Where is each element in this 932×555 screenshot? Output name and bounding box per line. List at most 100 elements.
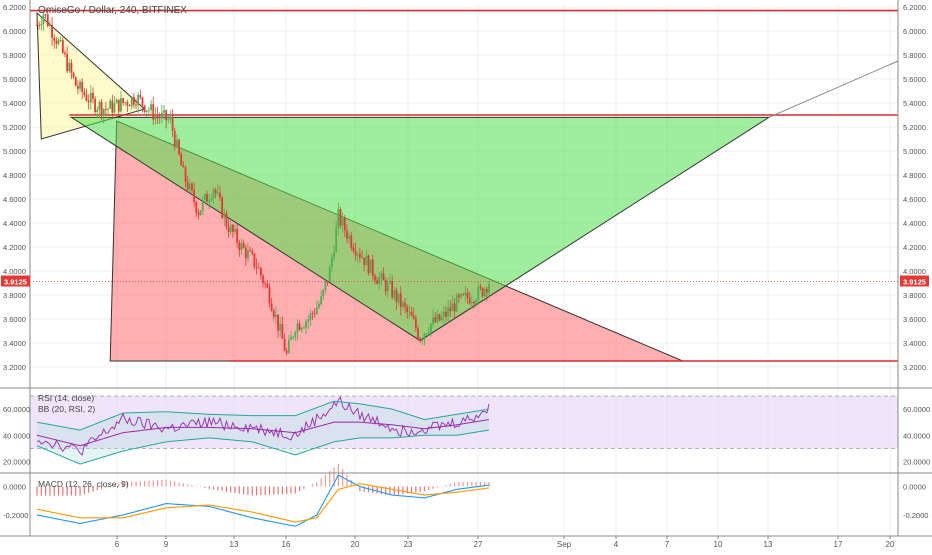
candle-body (445, 311, 447, 317)
candle-body (346, 230, 348, 239)
candle-body (287, 339, 290, 353)
y-tick-label: 4.8000 (903, 171, 926, 180)
candle-body (268, 287, 271, 304)
candle-body (219, 192, 221, 198)
x-tick-label: 27 (474, 540, 483, 549)
candle-body (374, 275, 376, 281)
candle-body (442, 311, 445, 317)
candle-body (188, 183, 191, 190)
y-tick-label: 4.6000 (903, 195, 926, 204)
x-tick-label: 4 (614, 540, 619, 549)
candle-body (270, 303, 273, 311)
macd-y-tick-label: 0.0000 (3, 483, 26, 492)
x-tick-label: 23 (404, 540, 413, 549)
candle-body (449, 307, 452, 312)
candle-body (259, 268, 262, 276)
y-tick-label: 5.2000 (903, 123, 926, 132)
rsi-y-tick-label: 60.0000 (3, 405, 30, 414)
x-tick-label: 13 (764, 540, 773, 549)
candle-body (111, 100, 114, 113)
candle-body (182, 165, 185, 168)
candle-body (406, 306, 409, 312)
candle-body (438, 314, 441, 321)
candle-body (272, 310, 275, 317)
candle-body (96, 109, 99, 112)
candle-body (425, 333, 428, 335)
candle-body (363, 257, 366, 266)
last-price-badge (900, 275, 929, 287)
y-tick-label: 5.4000 (3, 99, 26, 108)
candle-body (100, 102, 103, 116)
y-tick-label: 4.2000 (903, 243, 926, 252)
drawings-layer[interactable] (30, 9, 899, 362)
candle-body (148, 110, 150, 111)
candle-body (130, 96, 133, 107)
candle-body (46, 14, 49, 27)
candle-body (231, 224, 234, 232)
y-tick-label: 4.0000 (903, 267, 926, 276)
candle-body (417, 328, 419, 339)
candle-body (178, 139, 180, 155)
candle-body (107, 108, 109, 110)
candle-body (203, 193, 206, 201)
x-tick-label: 16 (282, 540, 291, 549)
candle-body (414, 318, 417, 329)
rsi-y-tick-label: 20.0000 (3, 457, 30, 466)
candle-body (98, 102, 101, 110)
candle-body (397, 293, 400, 303)
candle-body (333, 252, 335, 258)
candle-body (462, 293, 465, 295)
y-tick-label: 5.2000 (3, 123, 26, 132)
candle-body (225, 213, 228, 227)
y-tick-label: 5.6000 (903, 75, 926, 84)
candle-body (102, 108, 105, 116)
y-tick-label: 4.4000 (3, 219, 26, 228)
candle-body (382, 273, 385, 281)
candle-body (238, 242, 241, 250)
candle-body (320, 296, 323, 305)
rsi-series-line (36, 429, 490, 465)
candles-layer (30, 8, 898, 356)
candle-body (335, 227, 338, 253)
rsi-y-tick-label: 40.0000 (903, 431, 930, 440)
candle-body (74, 77, 77, 86)
candle-body (53, 37, 56, 41)
candle-body (223, 213, 226, 218)
y-tick-label: 3.2000 (903, 363, 926, 372)
x-tick-label: Sep (557, 540, 572, 549)
candle-body (255, 266, 258, 268)
candle-body (141, 97, 144, 106)
candle-body (453, 303, 456, 312)
x-tick-label: 10 (714, 540, 723, 549)
candle-body (40, 24, 43, 26)
candle-body (367, 255, 370, 274)
y-tick-label: 4.0000 (3, 267, 26, 276)
candle-body (154, 115, 157, 120)
candle-body (199, 210, 202, 216)
candle-body (330, 257, 333, 268)
candle-body (193, 190, 196, 203)
trend-line[interactable] (768, 60, 899, 118)
candle-body (386, 282, 389, 292)
candle-body (303, 327, 305, 329)
candle-body (76, 85, 79, 89)
candle-body (186, 182, 189, 190)
candle-body (89, 92, 92, 103)
candle-body (341, 218, 344, 226)
candle-body (470, 301, 473, 304)
rsi-series-line (36, 419, 490, 447)
candle-body (85, 94, 88, 101)
candle-body (191, 183, 193, 191)
candle-body (350, 235, 353, 248)
candle-body (483, 288, 486, 297)
candle-body (64, 52, 66, 55)
candle-body (358, 254, 361, 258)
x-tick-label: 17 (834, 540, 843, 549)
candle-body (464, 292, 467, 295)
candle-body (410, 311, 413, 316)
candle-body (412, 315, 415, 319)
triangle-pattern[interactable] (69, 116, 771, 342)
candle-body (169, 116, 172, 120)
